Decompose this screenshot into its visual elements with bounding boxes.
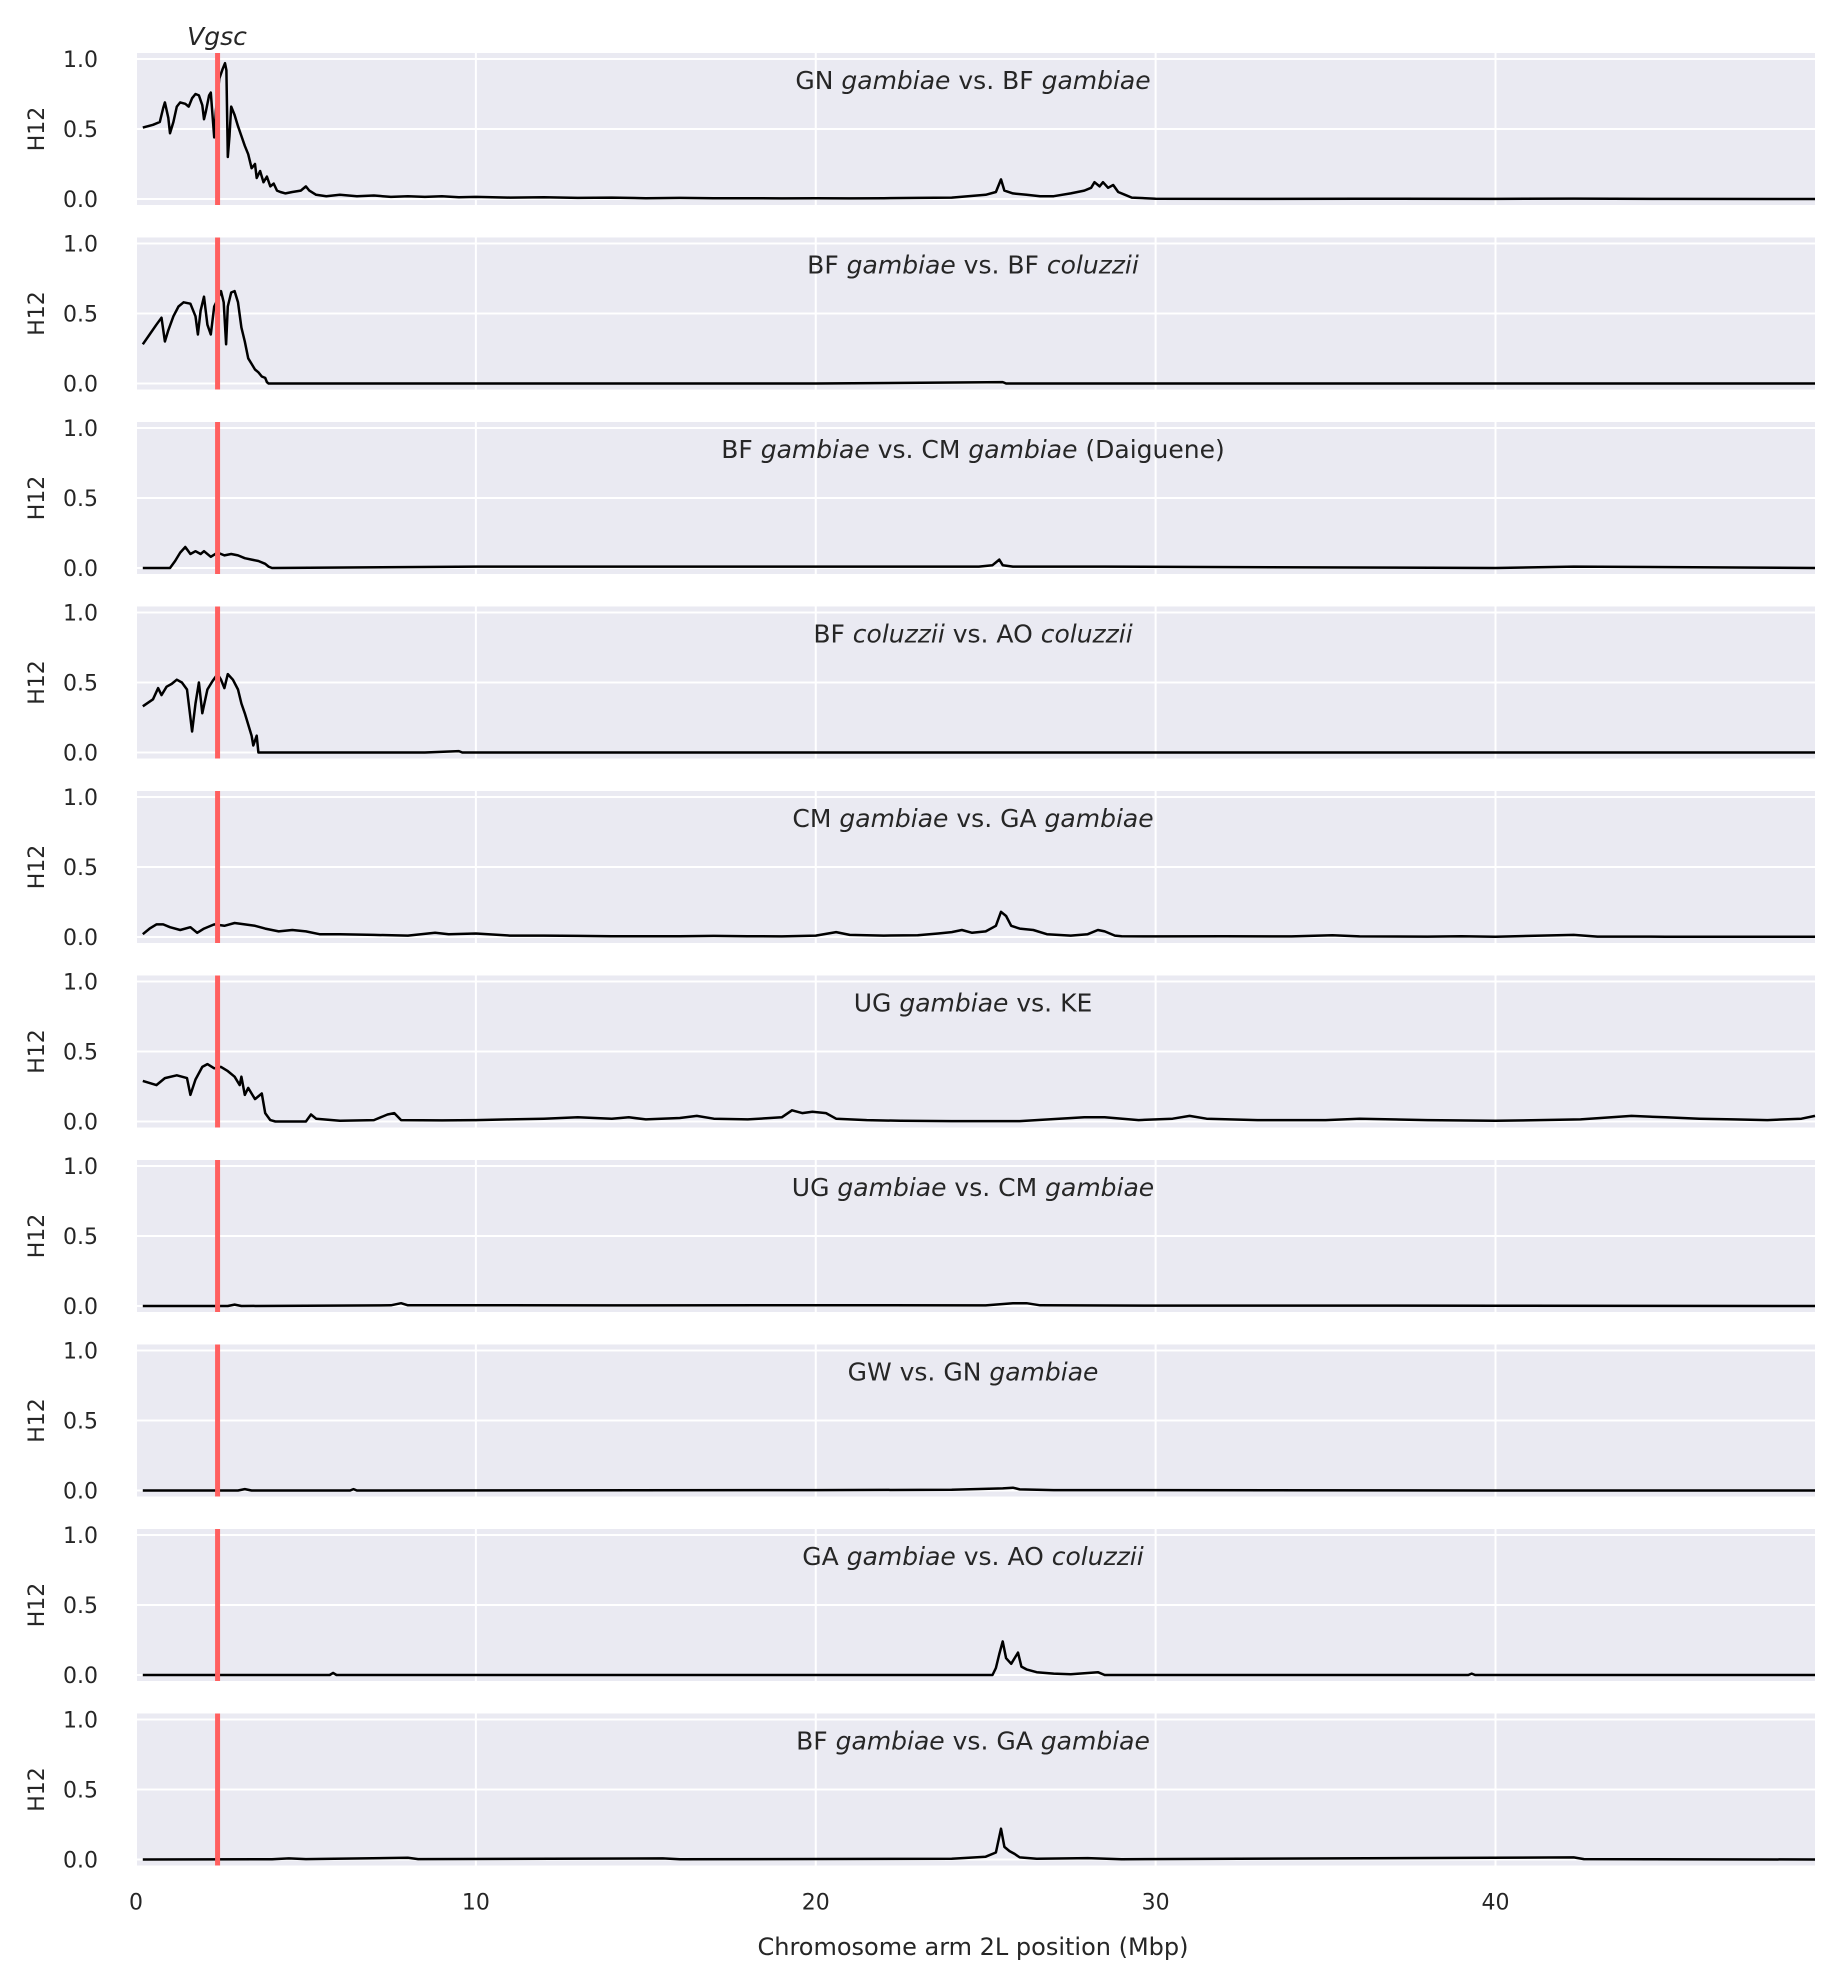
y-tick-label: 0.5 bbox=[63, 1225, 98, 1250]
y-tick-label: 1.0 bbox=[63, 48, 98, 73]
x-tick-label: 30 bbox=[1142, 1891, 1170, 1916]
panel-title: GA gambiae vs. AO coluzzii bbox=[802, 1542, 1143, 1571]
panel-title: CM gambiae vs. GA gambiae bbox=[792, 804, 1153, 833]
panel-2: 0.0 0.5 1.0 H12 BF gambiae vs. BF coluzzii bbox=[25, 233, 1815, 398]
h12-series-line bbox=[142, 1827, 1816, 1861]
h12-series-line bbox=[142, 61, 1816, 201]
y-axis-label: H12 bbox=[25, 291, 50, 336]
y-axis-label: H12 bbox=[25, 1583, 50, 1628]
y-tick-label: 1.0 bbox=[63, 971, 98, 996]
panel-title: UG gambiae vs. CM gambiae bbox=[792, 1173, 1154, 1202]
x-tick-label: 40 bbox=[1482, 1891, 1510, 1916]
x-tick-label: 10 bbox=[462, 1891, 490, 1916]
y-tick-label: 1.0 bbox=[63, 602, 98, 627]
y-tick-label: 0.0 bbox=[63, 1111, 98, 1136]
y-axis-label: H12 bbox=[25, 1398, 50, 1443]
x-tick-label: 0 bbox=[129, 1891, 143, 1916]
y-tick-label: 0.0 bbox=[63, 373, 98, 398]
panel-3: 0.0 0.5 1.0 H12 BF gambiae vs. CM gambiae (D… bbox=[25, 417, 1816, 582]
y-tick-label: 0.0 bbox=[63, 926, 98, 951]
y-axis-label: H12 bbox=[25, 1214, 50, 1259]
y-tick-label: 0.5 bbox=[63, 1594, 98, 1619]
h12-series-line bbox=[142, 1486, 1815, 1492]
y-tick-label: 0.0 bbox=[63, 1664, 98, 1689]
y-axis-label: H12 bbox=[25, 845, 50, 890]
h12-series-line bbox=[142, 1301, 1816, 1308]
y-tick-label: 0.0 bbox=[63, 742, 98, 767]
y-tick-label: 1.0 bbox=[63, 786, 98, 811]
panel-title: BF coluzzii vs. AO coluzzii bbox=[813, 620, 1132, 649]
h12-series-line bbox=[142, 545, 1816, 570]
panel-7: 0.0 0.5 1.0 H12 UG gambiae vs. CM gambiae bbox=[25, 1155, 1816, 1320]
y-tick-label: 1.0 bbox=[63, 1709, 98, 1734]
y-tick-label: 1.0 bbox=[63, 233, 98, 258]
x-axis: Chromosome arm 2L position (Mbp) 0 10 20 30… bbox=[129, 1891, 1510, 1962]
x-tick-label: 20 bbox=[802, 1891, 830, 1916]
y-tick-label: 0.5 bbox=[63, 856, 98, 881]
panel-1: 0.0 0.5 1.0 H12 GN gambiae vs. BF gambiae bbox=[25, 48, 1816, 213]
y-axis-label: H12 bbox=[25, 476, 50, 521]
y-axis-label: H12 bbox=[25, 1767, 50, 1812]
y-tick-label: 0.0 bbox=[63, 557, 98, 582]
panel-10: 0.0 0.5 1.0 H12 BF gambiae vs. GA gambiae bbox=[25, 1709, 1816, 1874]
y-axis-label: H12 bbox=[25, 107, 50, 152]
panel-title: UG gambiae vs. KE bbox=[854, 989, 1093, 1018]
h12-series-line bbox=[142, 910, 1815, 938]
y-axis-label: H12 bbox=[25, 1029, 50, 1074]
y-tick-label: 0.5 bbox=[63, 1410, 98, 1435]
gene-marker-label: Vgsc bbox=[187, 22, 247, 51]
panel-8: 0.0 0.5 1.0 H12 GW vs. GN gambiae bbox=[25, 1340, 1815, 1505]
y-axis-label: H12 bbox=[25, 660, 50, 705]
y-tick-label: 0.0 bbox=[63, 1480, 98, 1505]
panel-title: GN gambiae vs. BF gambiae bbox=[795, 66, 1150, 95]
panel-5: 0.0 0.5 1.0 H12 CM gambiae vs. GA gambiae bbox=[25, 786, 1815, 951]
y-tick-label: 0.0 bbox=[63, 188, 98, 213]
panel-title: GW vs. GN gambiae bbox=[848, 1358, 1099, 1387]
y-tick-label: 1.0 bbox=[63, 1155, 98, 1180]
panel-title: BF gambiae vs. GA gambiae bbox=[796, 1727, 1150, 1756]
y-tick-label: 0.0 bbox=[63, 1295, 98, 1320]
y-tick-label: 0.5 bbox=[63, 118, 98, 143]
panel-9: 0.0 0.5 1.0 H12 GA gambiae vs. AO coluzzii bbox=[25, 1524, 1815, 1689]
h12-series-line bbox=[142, 1640, 1815, 1677]
y-tick-label: 1.0 bbox=[63, 417, 98, 442]
y-tick-label: 1.0 bbox=[63, 1340, 98, 1365]
h12-series-line bbox=[142, 1062, 1816, 1123]
panel-title: BF gambiae vs. BF coluzzii bbox=[807, 251, 1139, 280]
y-tick-label: 0.5 bbox=[63, 303, 98, 328]
y-tick-label: 0.5 bbox=[63, 672, 98, 697]
h12-series-line bbox=[141, 289, 1815, 385]
y-tick-label: 0.5 bbox=[63, 487, 98, 512]
y-tick-label: 1.0 bbox=[63, 1524, 98, 1549]
panel-6: 0.0 0.5 1.0 H12 UG gambiae vs. KE bbox=[25, 971, 1816, 1136]
y-tick-label: 0.5 bbox=[63, 1041, 98, 1066]
y-tick-label: 0.5 bbox=[63, 1779, 98, 1804]
y-tick-label: 0.0 bbox=[63, 1849, 98, 1874]
panel-4: 0.0 0.5 1.0 H12 BF coluzzii vs. AO coluzzii bbox=[25, 602, 1815, 767]
panel-title: BF gambiae vs. CM gambiae (Daiguene) bbox=[721, 435, 1225, 464]
x-axis-label: Chromosome arm 2L position (Mbp) bbox=[757, 1933, 1188, 1961]
